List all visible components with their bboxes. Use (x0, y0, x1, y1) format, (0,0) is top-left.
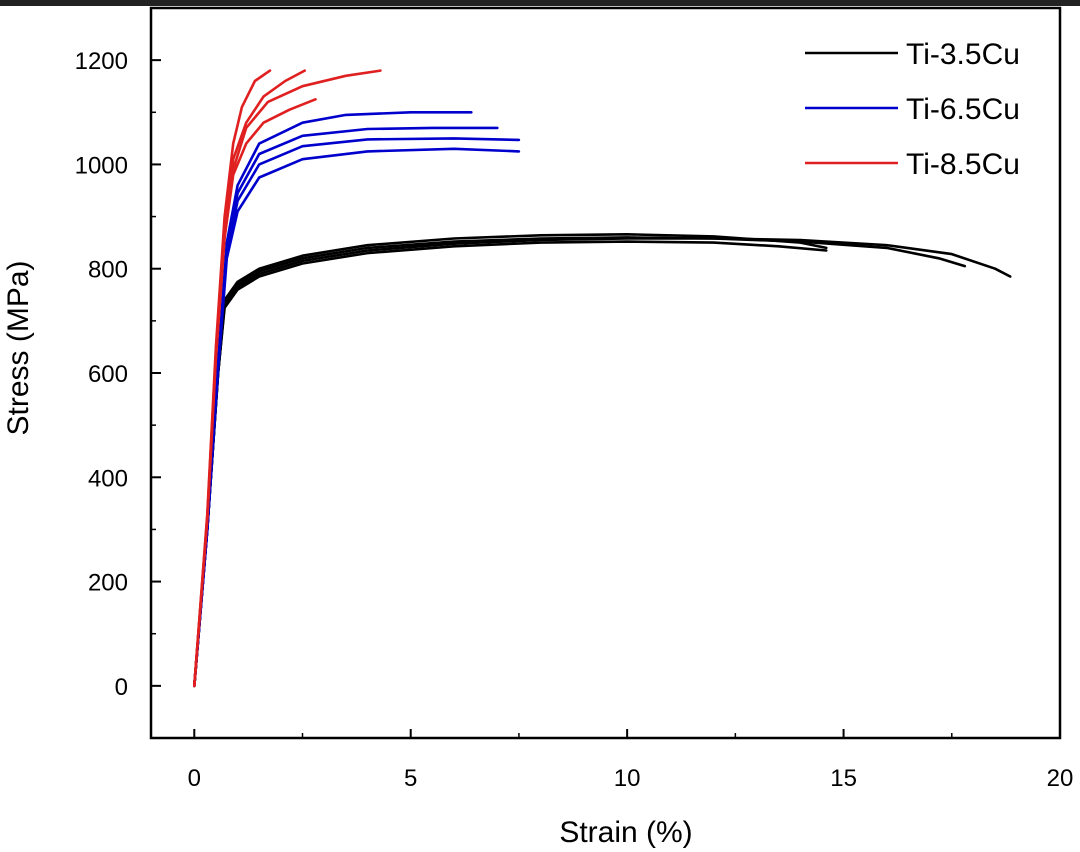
series-line-ti-6-5cu-8 (193, 147, 521, 688)
y-tick-label: 1000 (75, 152, 128, 179)
legend-label: Ti-8.5Cu (906, 148, 1020, 181)
legend-label: Ti-6.5Cu (906, 93, 1020, 126)
y-tick-label: 1200 (75, 48, 128, 75)
y-axis-ticks: 0 200 400 600 800 1000 1200 (75, 7, 161, 739)
x-tick-label: 10 (614, 765, 641, 792)
y-tick-label: 600 (88, 361, 128, 388)
y-tick-label: 200 (88, 570, 128, 597)
x-axis-title: Strain (%) (559, 816, 692, 849)
x-tick-label: 0 (188, 765, 201, 792)
y-tick-label: 0 (115, 674, 128, 701)
x-axis-ticks: 0 5 10 15 20 (188, 729, 1074, 792)
series-line-ti-8-5cu-12 (193, 69, 382, 688)
legend-label: Ti-3.5Cu (906, 38, 1020, 71)
y-axis-title: Stress (MPa) (2, 260, 35, 435)
legend: Ti-3.5Cu Ti-6.5Cu Ti-8.5Cu (805, 38, 1020, 181)
y-tick-label: 400 (88, 465, 128, 492)
x-tick-label: 15 (830, 765, 857, 792)
x-tick-label: 20 (1047, 765, 1074, 792)
x-tick-label: 5 (404, 765, 417, 792)
series-group (193, 69, 1012, 688)
y-tick-label: 800 (88, 257, 128, 284)
